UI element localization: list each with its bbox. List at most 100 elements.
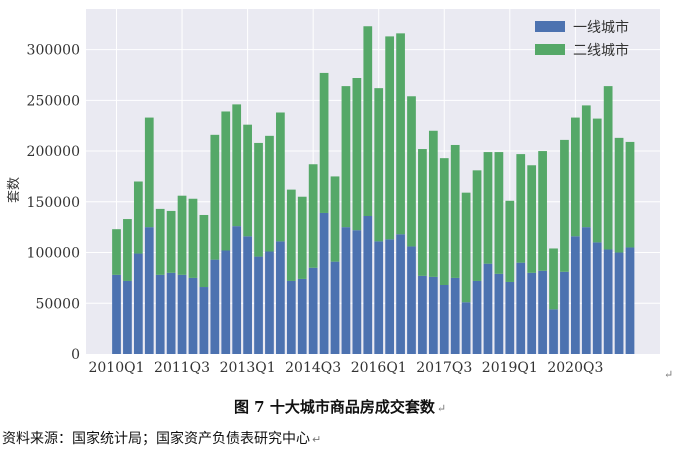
bar-tier1-city <box>581 227 591 354</box>
bar-tier2-city <box>188 198 198 278</box>
bar-tier2-city <box>177 195 187 275</box>
x-tick-label: 2017Q3 <box>416 360 472 376</box>
bar-tier2-city <box>352 78 362 231</box>
y-tick-label: 250000 <box>27 93 80 109</box>
bar-tier1-city <box>571 236 580 354</box>
source-note: 资料来源：国家统计局；国家资产负债表研究中心 ↵ <box>2 428 321 448</box>
bar-tier1-city <box>286 280 296 354</box>
bar-tier1-city <box>144 227 154 354</box>
bar-tier2-city <box>581 105 591 228</box>
bar-tier2-city <box>144 117 154 228</box>
bar-tier1-city <box>265 251 274 354</box>
x-tick-label: 2011Q3 <box>154 360 210 376</box>
y-axis-label: 套数 <box>6 177 22 203</box>
bar-tier1-city <box>188 277 198 354</box>
bar-tier2-city <box>396 33 405 235</box>
bar-tier1-city <box>396 234 405 354</box>
y-tick-label: 50000 <box>35 296 80 312</box>
bar-tier1-city <box>112 274 121 354</box>
y-tick-label: 300000 <box>27 43 80 59</box>
bar-tier2-city <box>592 118 602 243</box>
bar-tier1-city <box>549 309 558 354</box>
x-tick-label: 2010Q1 <box>88 360 144 376</box>
paragraph-mark: ↵ <box>664 368 674 381</box>
figure-caption: 图 7 十大城市商品房成交套数 ↵ <box>0 396 680 417</box>
bar-tier1-city <box>625 247 635 354</box>
bar-tier2-city <box>297 196 307 279</box>
bar-tier2-city <box>112 229 121 275</box>
legend-label: 一线城市 <box>573 19 629 36</box>
y-tick-label: 200000 <box>27 144 80 160</box>
bar-tier2-city <box>155 208 165 275</box>
bar-tier1-city <box>177 274 187 354</box>
bar-tier1-city <box>450 277 460 354</box>
x-axis-ticks: 2010Q1 2011Q3 2013Q1 2014Q3 2016Q1 2017Q3 2019… <box>88 360 603 376</box>
bar-tier1-city <box>243 236 252 354</box>
bar-tier1-city <box>560 271 569 354</box>
bar-tier1-city <box>603 249 613 354</box>
bar-tier1-city <box>308 267 318 354</box>
bar-tier1-city <box>516 262 526 354</box>
bar-tier2-city <box>549 248 558 310</box>
bar-tier1-city <box>155 274 165 354</box>
legend-swatch <box>535 21 565 32</box>
bar-tier2-city <box>330 176 340 262</box>
bar-tier2-city <box>133 181 143 254</box>
bar-tier2-city <box>286 189 296 281</box>
legend-swatch <box>535 44 565 55</box>
bar-tier2-city <box>483 152 493 264</box>
bar-tier2-city <box>374 88 384 242</box>
bar-tier1-city <box>232 226 242 354</box>
bar-tier2-city <box>166 210 176 273</box>
bar-tier2-city <box>516 154 526 263</box>
bar-tier2-city <box>319 72 329 213</box>
bar-tier2-city <box>614 137 624 253</box>
bar-tier1-city <box>418 275 427 354</box>
bar-tier2-city <box>472 170 482 281</box>
source-text: 资料来源：国家统计局；国家资产负债表研究中心 <box>2 431 310 447</box>
bar-tier1-city <box>385 239 395 354</box>
bar-tier1-city <box>123 280 132 354</box>
bar-tier2-city <box>123 219 132 281</box>
bar-tier2-city <box>221 111 231 251</box>
bar-tier2-city <box>254 142 263 257</box>
bar-tier2-city <box>385 36 395 240</box>
caption-text: 图 7 十大城市商品房成交套数 <box>233 398 435 416</box>
bar-tier1-city <box>221 250 231 354</box>
bar-tier2-city <box>276 112 285 242</box>
y-axis-ticks: 0 50000 100000 150000 200000 250000 300000 <box>27 43 80 363</box>
bar-tier2-city <box>265 135 274 252</box>
bar-tier1-city <box>374 241 384 354</box>
x-tick-label: 2016Q1 <box>351 360 407 376</box>
caption-paragraph-mark: ↵ <box>436 402 447 415</box>
bar-tier2-city <box>538 151 547 271</box>
bar-tier1-city <box>483 263 493 354</box>
bar-group <box>112 26 635 354</box>
bar-tier2-city <box>418 149 427 276</box>
bar-tier2-city <box>494 152 504 274</box>
bar-tier1-city <box>297 278 307 354</box>
bar-tier2-city <box>439 158 449 285</box>
bar-tier2-city <box>560 139 569 272</box>
bar-tier2-city <box>341 86 351 228</box>
bar-tier2-city <box>625 141 635 248</box>
bar-tier2-city <box>210 134 220 260</box>
bar-tier1-city <box>199 287 209 354</box>
bar-tier1-city <box>166 272 176 354</box>
bar-tier2-city <box>571 117 580 237</box>
stacked-bar-chart: 0 50000 100000 150000 200000 250000 300000 201… <box>6 9 660 376</box>
x-tick-label: 2014Q3 <box>285 360 341 376</box>
bar-tier1-city <box>210 259 220 354</box>
y-tick-label: 100000 <box>27 246 80 262</box>
bar-tier1-city <box>614 252 624 354</box>
bar-tier1-city <box>254 256 263 354</box>
bar-tier1-city <box>592 242 602 354</box>
bar-tier1-city <box>538 270 547 354</box>
bar-tier2-city <box>243 124 252 237</box>
bar-tier1-city <box>352 230 362 354</box>
bar-tier1-city <box>494 273 504 354</box>
bar-tier2-city <box>199 214 209 288</box>
bar-tier1-city <box>472 280 482 354</box>
y-tick-label: 150000 <box>27 195 80 211</box>
